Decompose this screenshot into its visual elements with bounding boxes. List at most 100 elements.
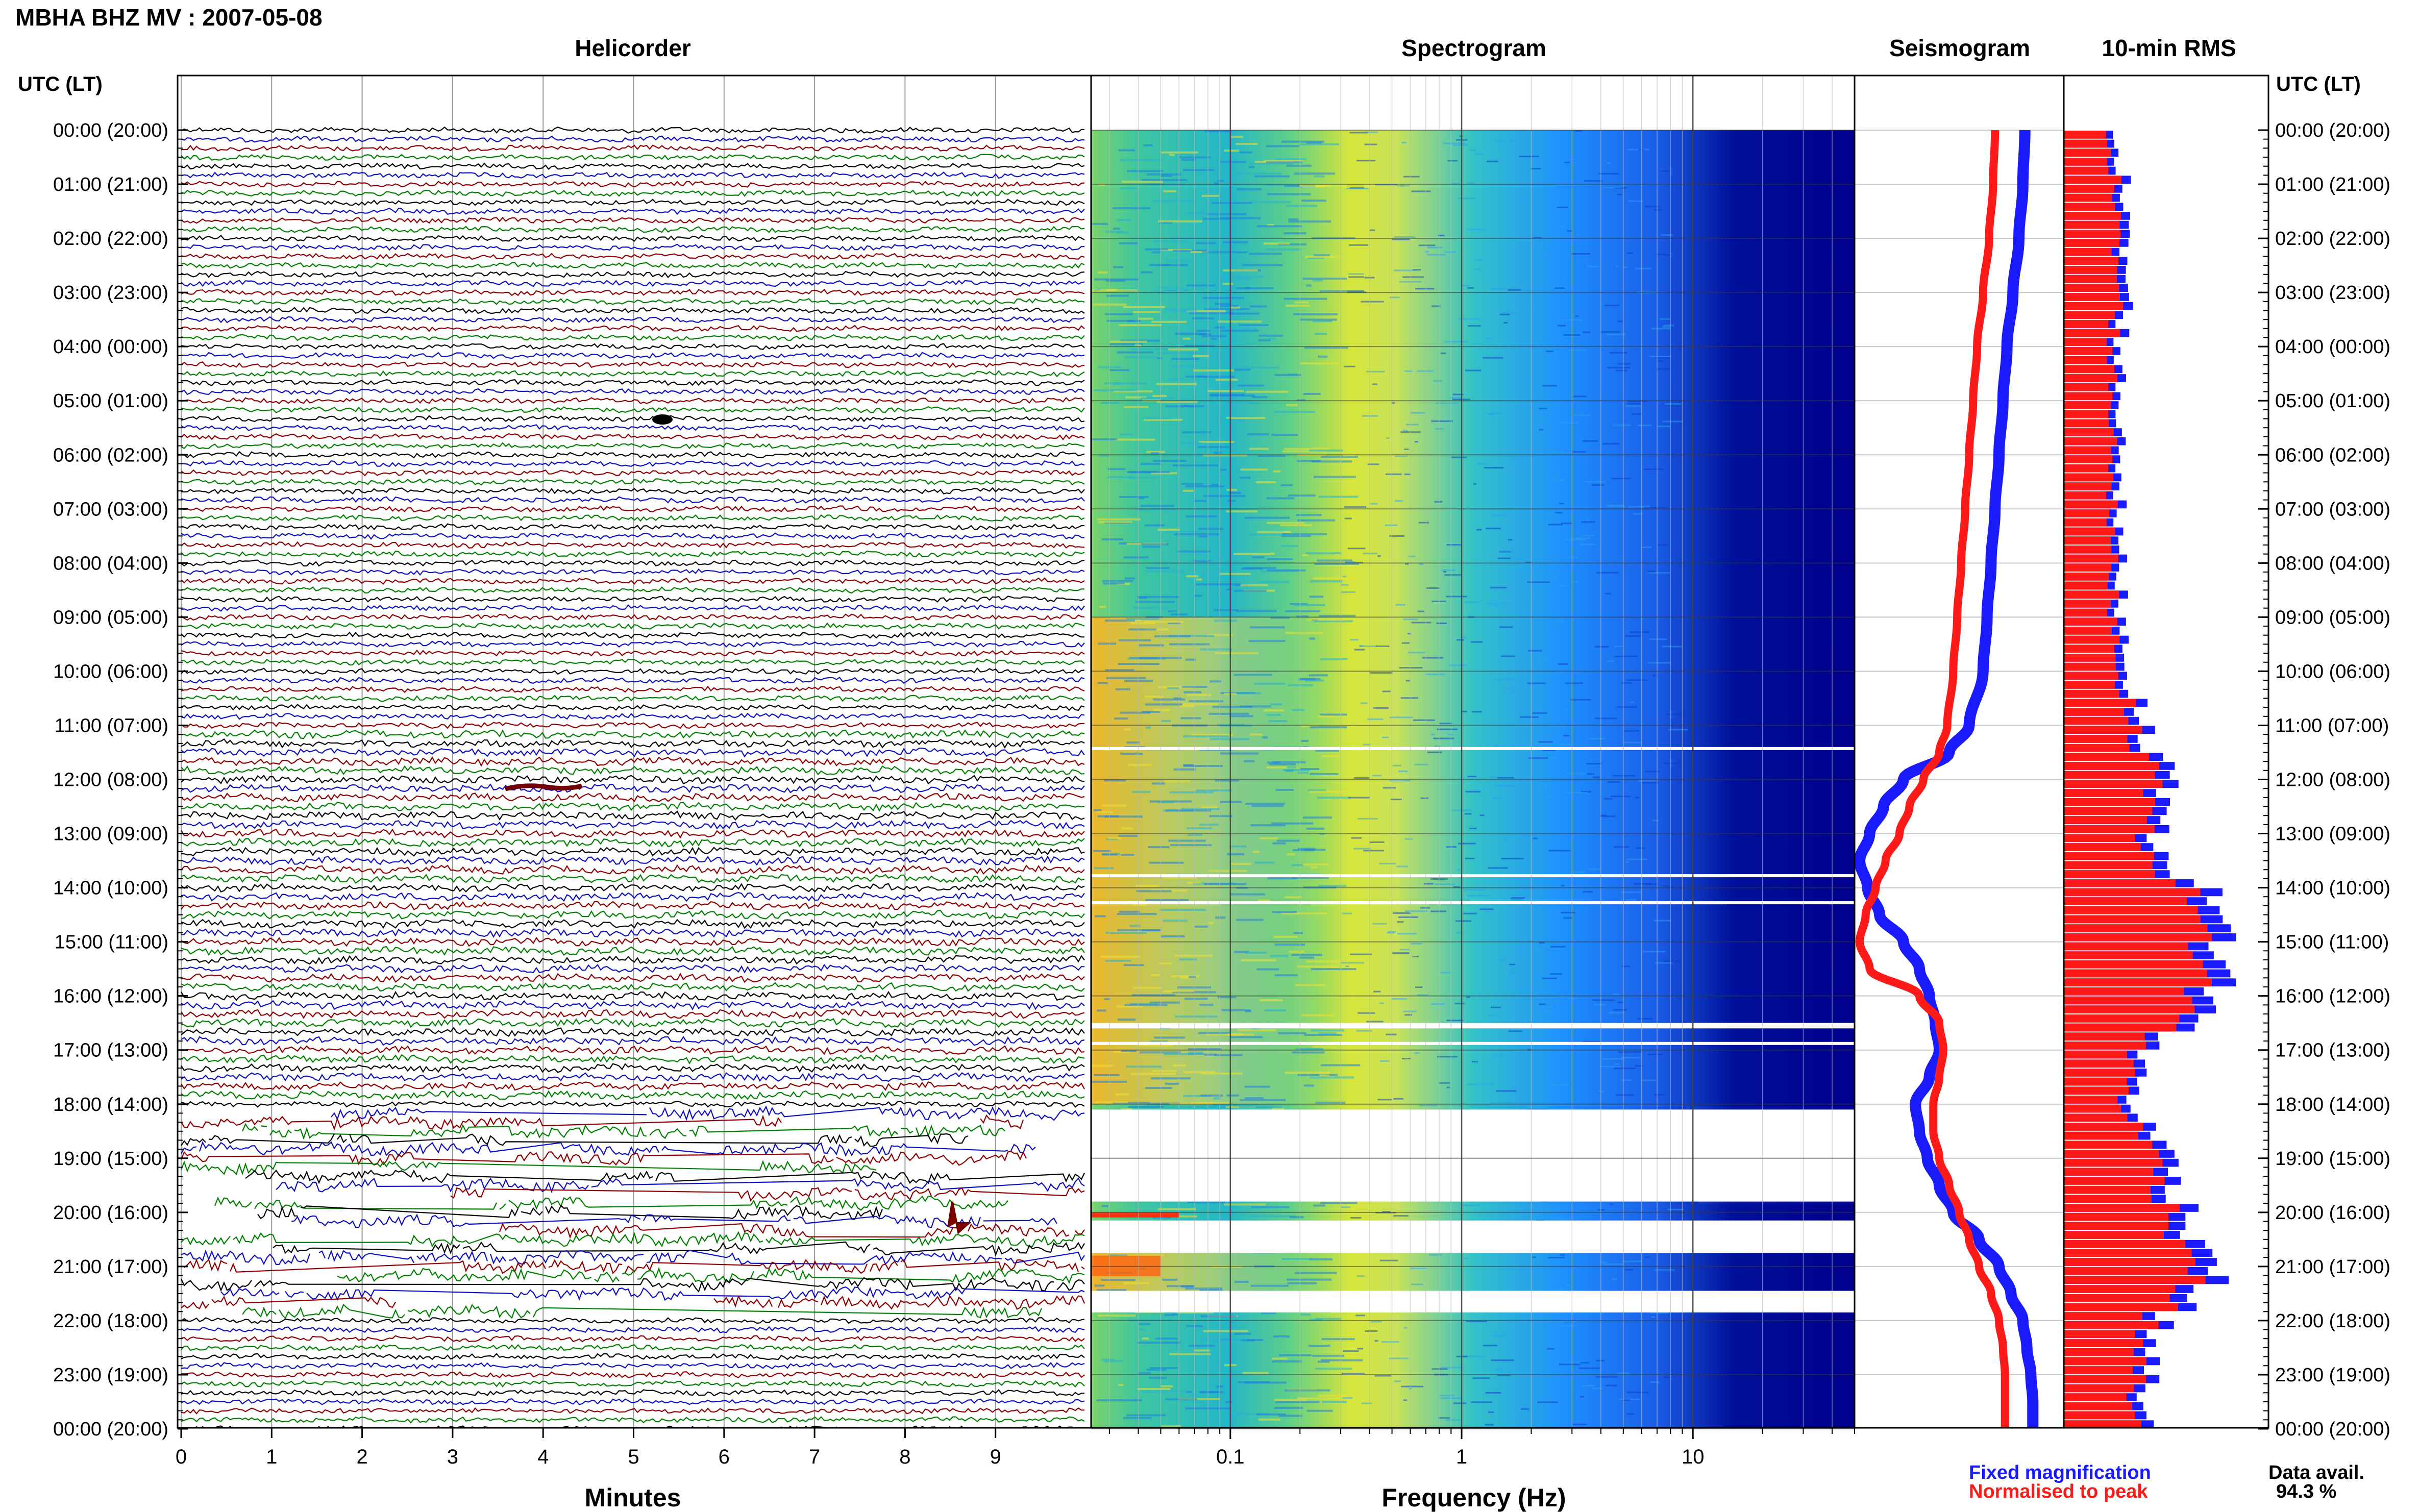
spectrogram-streak: [1186, 827, 1212, 830]
spectrogram-streak: [1538, 741, 1553, 743]
frequency-tick-label: 10: [1682, 1446, 1705, 1468]
rms-bar-normalised: [2064, 590, 2119, 599]
spectrogram-streak: [1133, 986, 1162, 989]
spectrogram-streak: [1270, 955, 1289, 957]
spectrogram-streak: [1276, 839, 1300, 842]
spectrogram-streak: [1222, 275, 1264, 278]
spectrogram-streak: [1165, 1082, 1179, 1085]
spectrogram-streak: [1188, 1052, 1204, 1055]
right-time-tick-label: 09:00 (05:00): [2275, 607, 2390, 628]
spectrogram-streak: [1168, 622, 1181, 625]
spectrogram-streak: [1621, 1079, 1632, 1081]
spectrogram-streak: [1106, 280, 1126, 282]
spectrogram-streak: [1309, 449, 1343, 452]
spectrogram-streak: [1240, 1099, 1286, 1101]
spectrogram-streak: [1168, 839, 1206, 842]
spectrogram-streak: [1140, 505, 1174, 507]
spectrogram-streak: [1226, 510, 1258, 513]
spectrogram-streak: [1234, 589, 1267, 592]
spectrogram-streak: [1178, 399, 1194, 401]
spectrogram-streak: [1536, 255, 1551, 257]
spectrogram-streak: [1272, 1360, 1302, 1363]
spectrogram-streak: [1520, 716, 1539, 718]
rms-bar-normalised: [2064, 573, 2109, 581]
spectrogram-streak: [1589, 737, 1606, 739]
rms-bar-normalised: [2064, 645, 2114, 653]
spectrogram-streak: [1220, 217, 1261, 219]
spectrogram-title: Spectrogram: [1401, 35, 1546, 61]
spectrogram-streak: [1257, 581, 1290, 583]
spectrogram-streak: [1299, 185, 1331, 187]
rms-bar-normalised: [2064, 482, 2112, 490]
spectrogram-streak: [1196, 583, 1241, 586]
helicorder-trace-row: [181, 1027, 1085, 1037]
spectrogram-streak: [1193, 559, 1211, 562]
rms-bar-normalised: [2064, 1249, 2192, 1257]
spectrogram-streak: [1141, 397, 1175, 400]
spectrogram-streak: [1264, 1009, 1286, 1011]
spectrogram-streak: [1137, 596, 1179, 598]
rms-bar-normalised: [2064, 1366, 2133, 1374]
spectrogram-streak: [1419, 244, 1436, 246]
spectrogram-streak: [1181, 483, 1204, 485]
rms-bar-normalised: [2064, 870, 2155, 878]
spectrogram-streak: [1202, 251, 1248, 254]
spectrogram-streak: [1240, 327, 1256, 330]
spectrogram-streak: [1175, 1015, 1218, 1018]
spectrogram-streak: [1240, 151, 1252, 154]
spectrogram-streak: [1095, 915, 1106, 918]
rms-bar-normalised: [2064, 239, 2119, 247]
spectrogram-streak: [1314, 562, 1359, 565]
spectrogram-streak: [1366, 370, 1385, 373]
spectrogram-streak: [1142, 1337, 1149, 1340]
spectrogram-streak: [1274, 943, 1305, 946]
spectrogram-streak: [1263, 242, 1290, 245]
rms-bar-normalised: [2064, 509, 2110, 517]
helicorder-trace-row: [181, 216, 1085, 224]
helicorder-trace-row: [181, 550, 1085, 558]
spectrogram-streak: [1618, 1051, 1636, 1053]
spectrogram-streak: [1251, 805, 1284, 807]
helicorder-trace-row: [245, 1169, 1085, 1184]
spectrogram-streak: [1182, 703, 1219, 705]
spectrogram-streak: [1300, 362, 1340, 365]
spectrogram-streak: [1214, 452, 1222, 454]
spectrogram-streak: [1559, 744, 1571, 746]
rms-bar-normalised: [2064, 257, 2119, 265]
spectrogram-streak: [1145, 726, 1151, 729]
spectrogram-streak: [1433, 380, 1442, 382]
spectrogram-streak: [1248, 166, 1255, 168]
spectrogram-streak: [1566, 1284, 1570, 1286]
spectrogram-streak: [1411, 622, 1431, 624]
spectrogram-streak: [1458, 318, 1479, 320]
spectrogram-streak: [1499, 551, 1515, 553]
spectrogram-streak: [1449, 397, 1461, 399]
spectrogram-streak: [1487, 337, 1493, 339]
rms-bar-normalised: [2064, 1113, 2128, 1122]
spectrogram-streak: [1284, 1071, 1330, 1074]
legend-normalised-to-peak: Normalised to peak: [1969, 1481, 2148, 1502]
spectrogram-streak: [1617, 193, 1622, 195]
spectrogram-streak: [1370, 229, 1375, 231]
spectrogram-streak: [1233, 298, 1240, 301]
spectrogram-streak: [1281, 1258, 1312, 1260]
spectrogram-streak: [1281, 535, 1311, 537]
spectrogram-streak: [1139, 1328, 1146, 1331]
spectrogram-streak: [1189, 1051, 1203, 1054]
spectrogram-streak: [1123, 556, 1149, 559]
spectrogram-streak: [1194, 925, 1208, 928]
spectrogram-streak: [1600, 815, 1616, 817]
spectrogram-streak: [1132, 311, 1160, 313]
rms-bar-normalised: [2064, 1375, 2146, 1383]
spectrogram-streak: [1297, 1074, 1338, 1076]
spectrogram-streak: [1349, 132, 1368, 134]
rms-bar-normalised: [2064, 419, 2109, 428]
spectrogram-streak: [1196, 789, 1232, 792]
helicorder-trace-row: [181, 460, 1085, 468]
spectrogram-streak: [1309, 790, 1347, 793]
spectrogram-streak: [1623, 730, 1639, 732]
spectrogram-streak: [1106, 677, 1146, 679]
spectrogram-streak: [1623, 741, 1642, 743]
spectrogram-streak: [1191, 733, 1233, 736]
helicorder-trace-row: [181, 936, 1085, 947]
